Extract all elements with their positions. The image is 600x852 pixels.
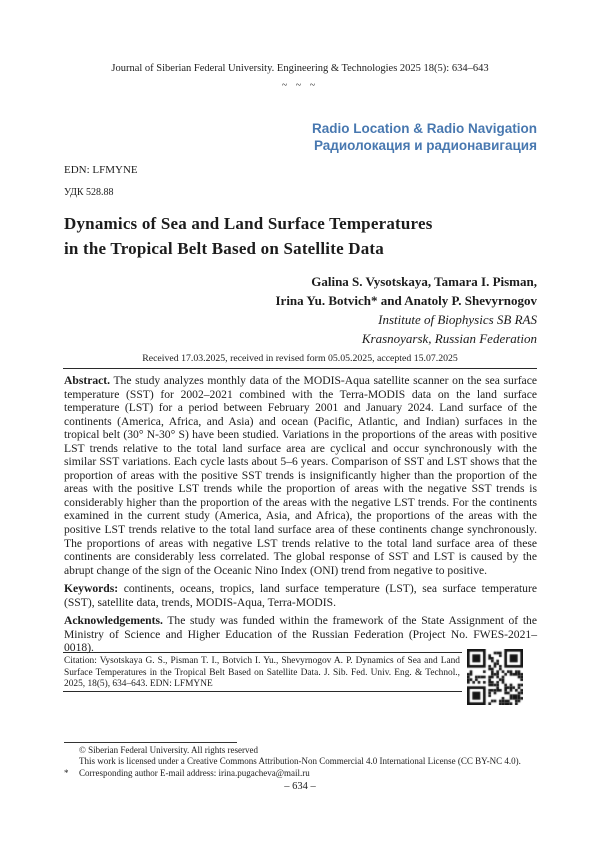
license-line: This work is licensed under a Creative C… [79,756,521,767]
affiliation: Institute of Biophysics SB RAS Krasnoyar… [362,310,537,348]
footnote-asterisk: * [64,767,69,778]
authors: Galina S. Vysotskaya, Tamara I. Pisman, … [275,272,537,310]
acknowledgements-label: Acknowledgements. [64,614,163,627]
section-heading-ru: Радиолокация и радионавигация [313,138,537,153]
citation-rule-bottom [63,691,462,692]
section-heading-en: Radio Location & Radio Navigation [311,121,537,136]
article-title-line2: in the Tropical Belt Based on Satellite … [64,239,384,258]
page-number: – 634 – [284,781,316,792]
tilde-separator: ~ ~ ~ [281,80,319,91]
received-dates: Received 17.03.2025, received in revised… [142,353,458,364]
edn-code: EDN: LFMYNE [64,164,138,176]
abstract-text: The study analyzes monthly data of the M… [64,374,537,577]
keywords-text: continents, oceans, tropics, land surfac… [64,582,537,609]
udc-code: УДК 528.88 [64,187,114,198]
corresponding-author-text: Corresponding author E-mail address: iri… [79,767,310,778]
abstract-paragraph: Abstract. The study analyzes monthly dat… [64,374,537,577]
article-title: Dynamics of Sea and Land Surface Tempera… [64,211,537,261]
citation-rule-top [63,652,462,653]
acknowledgements-text: The study was funded within the framewor… [64,614,537,655]
footnote-rule [64,742,237,743]
keywords-paragraph: Keywords: continents, oceans, tropics, l… [64,582,537,609]
footer-notes: © Siberian Federal University. All right… [64,745,536,779]
section-heading: Radio Location & Radio Navigation Радиол… [312,120,537,154]
affiliation-line1: Institute of Biophysics SB RAS [378,312,537,327]
copyright-line: © Siberian Federal University. All right… [79,745,258,755]
affiliation-line2: Krasnoyarsk, Russian Federation [361,331,537,346]
acknowledgements-paragraph: Acknowledgements. The study was funded w… [64,614,537,655]
authors-line1: Galina S. Vysotskaya, Tamara I. Pisman, [311,274,537,289]
corresponding-author-line: * Corresponding author E-mail address: i… [64,768,536,779]
divider-rule [63,368,537,369]
article-title-line1: Dynamics of Sea and Land Surface Tempera… [64,214,433,233]
journal-header: Journal of Siberian Federal University. … [111,63,489,74]
abstract-label: Abstract. [64,374,111,387]
qr-code [467,649,523,705]
authors-line2: Irina Yu. Botvich* and Anatoly P. Shevyr… [275,293,537,308]
keywords-label: Keywords: [64,582,119,595]
citation-text: Citation: Vysotskaya G. S., Pisman T. I.… [64,656,460,690]
